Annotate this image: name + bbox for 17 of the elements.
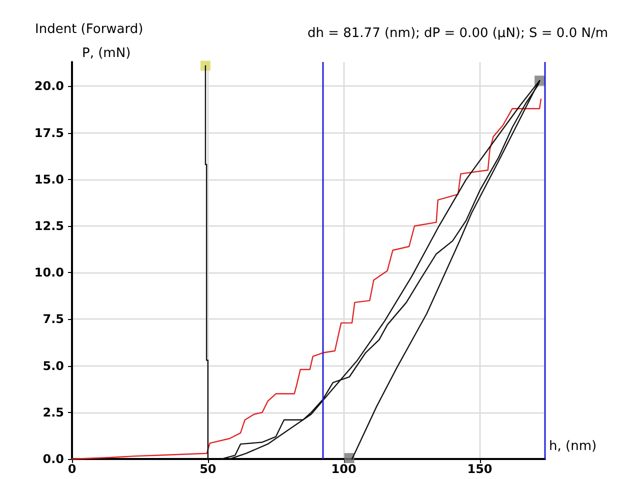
y-tick-label: 5.0: [42, 358, 64, 373]
y-tick-label: 17.5: [34, 126, 64, 140]
x-tick-label: 0: [68, 462, 76, 476]
y-tick-label: 20.0: [34, 79, 64, 94]
y-tick-label: 10.0: [34, 266, 64, 280]
x-tick-label: 50: [200, 462, 216, 476]
y-tick-label: 0.0: [42, 452, 64, 466]
chart-title: Indent (Forward): [35, 22, 144, 37]
x-axis-title: h, (nm): [549, 439, 597, 454]
y-tick-label: 12.5: [34, 219, 64, 234]
chart-subtitle: dh = 81.77 (nm); dP = 0.00 (µN); S = 0.0 N/m: [307, 26, 608, 41]
x-tick-label: 150: [467, 462, 492, 476]
y-tick-label: 7.5: [42, 312, 64, 326]
x-tick-label: 100: [331, 462, 356, 476]
y-tick-label: 2.5: [42, 405, 64, 420]
y-tick-label: 15.0: [34, 172, 64, 186]
y-axis-title: P, (mN): [82, 46, 131, 61]
